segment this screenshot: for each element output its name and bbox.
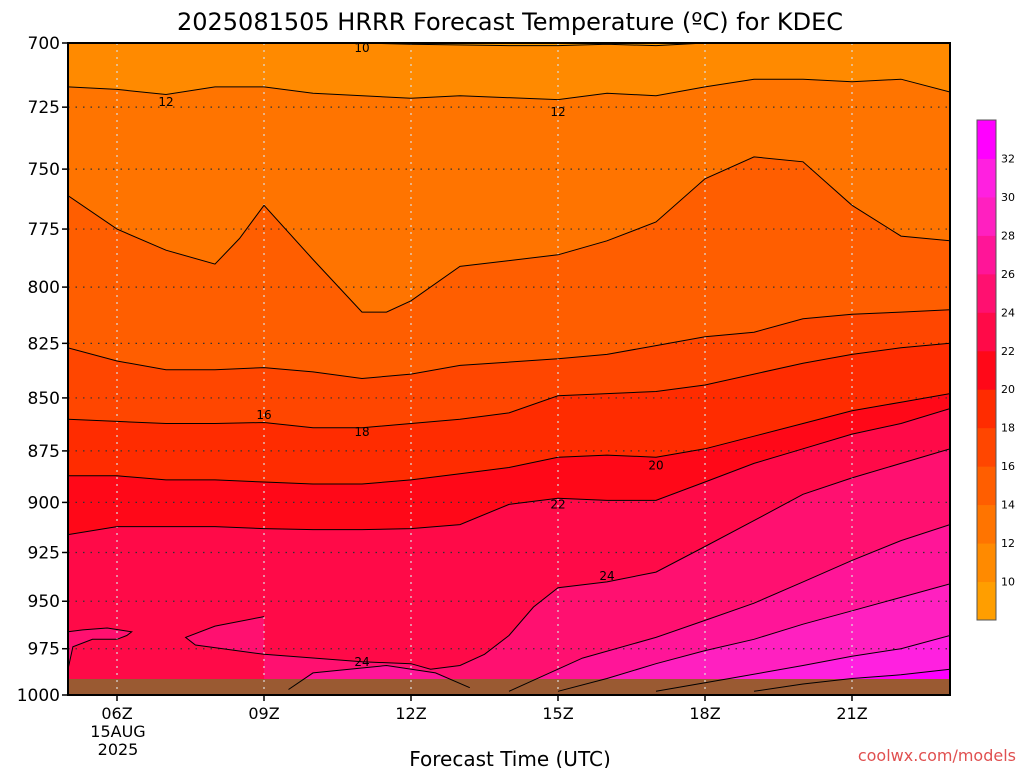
colorbar: 10 12 14 16 18 20 22 24 26 28 30 32 — [976, 119, 1015, 621]
y-axis: 700 725 750 775 800 825 850 875 900 925 950 975 1000 — [17, 34, 68, 706]
colorbar-swatch — [977, 504, 996, 544]
isotherm-22-6 — [68, 408, 950, 536]
isotherm-32-13 — [753, 668, 950, 692]
x-axis-label: Forecast Time (UTC) — [409, 747, 611, 768]
isotherm-16-3 — [68, 309, 950, 380]
colorbar-swatch — [977, 389, 996, 429]
y-tick-label: 825 — [28, 334, 60, 354]
y-tick-label: 950 — [28, 592, 60, 612]
y-tick-label: 800 — [28, 278, 60, 298]
plot-frame — [67, 42, 951, 696]
y-tick-label: 975 — [28, 640, 60, 660]
colorbar-swatch — [977, 350, 996, 390]
colorbar-tick-label: 22 — [1001, 345, 1015, 358]
fill-band-24-7 — [68, 628, 132, 670]
isotherm-20-5 — [68, 393, 950, 485]
x-tick-label: 09Z — [248, 704, 279, 723]
colorbar-swatch — [977, 427, 996, 467]
isotherm-28-11 — [557, 583, 950, 692]
temperature-fill-layer — [68, 43, 950, 695]
grid-lines — [68, 43, 950, 695]
y-tick-label: 750 — [28, 160, 60, 180]
isotherm-24-7 — [68, 627, 133, 670]
contour-label: 18 — [354, 425, 369, 439]
y-tick-label: 1000 — [17, 686, 60, 706]
x-year-label: 2025 — [98, 740, 139, 759]
colorbar-swatch — [977, 543, 996, 583]
isotherm-12-1 — [68, 78, 950, 101]
y-tick-label: 850 — [28, 389, 60, 409]
colorbar-tick-label: 16 — [1001, 460, 1015, 473]
y-tick-label: 875 — [28, 442, 60, 462]
isotherm-14-2 — [68, 156, 950, 313]
x-axis: 06Z 09Z 12Z 15Z 18Z 21Z — [101, 695, 868, 723]
contour-label: 22 — [550, 497, 565, 511]
contour-label: 12 — [550, 105, 565, 119]
site-credit: coolwx.com/models — [858, 746, 1016, 765]
colorbar-tick-label: 10 — [1001, 576, 1015, 589]
colorbar-tick-label: 20 — [1001, 383, 1015, 396]
contour-label: 24 — [354, 655, 369, 669]
isotherm-26-9 — [288, 664, 470, 690]
colorbar-swatch — [977, 312, 996, 352]
contour-label: 20 — [648, 458, 663, 472]
isotherm-24-8 — [184, 448, 950, 670]
isotherm-10-0 — [343, 43, 715, 47]
x-date-label: 15AUG — [90, 722, 145, 741]
colorbar-swatch — [977, 158, 996, 198]
colorbar-swatch — [977, 196, 996, 236]
isotherm-18-4 — [68, 342, 950, 429]
colorbar-tick-label: 26 — [1001, 268, 1015, 281]
colorbar-tick-label: 12 — [1001, 537, 1015, 550]
colorbar-swatch — [977, 273, 996, 313]
colorbar-swatch — [977, 235, 996, 275]
contour-label: 10 — [354, 41, 369, 55]
isotherm-26-10 — [508, 524, 950, 692]
contour-label: 12 — [158, 95, 173, 109]
y-tick-label: 725 — [28, 98, 60, 118]
colorbar-tick-label: 32 — [1001, 152, 1015, 165]
y-tick-label: 900 — [28, 493, 60, 513]
colorbar-swatch — [977, 581, 996, 621]
contour-labels: 10 12 12 16 18 20 22 24 24 — [158, 41, 663, 669]
colorbar-tick-label: 18 — [1001, 422, 1015, 435]
x-tick-label: 12Z — [395, 704, 426, 723]
y-tick-label: 925 — [28, 543, 60, 563]
x-tick-label: 15Z — [542, 704, 573, 723]
x-tick-label: 06Z — [101, 704, 132, 723]
contour-label: 16 — [256, 408, 271, 422]
chart-title: 2025081505 HRRR Forecast Temperature (ºC… — [177, 8, 843, 36]
colorbar-tick-label: 30 — [1001, 191, 1015, 204]
colorbar-tick-label: 28 — [1001, 229, 1015, 242]
x-tick-label: 21Z — [836, 704, 867, 723]
colorbar-swatch — [977, 466, 996, 506]
colorbar-swatch — [977, 120, 996, 159]
isotherm-lines — [68, 43, 950, 692]
y-tick-label: 700 — [28, 34, 60, 54]
below-ground-band — [68, 679, 950, 695]
x-tick-label: 18Z — [689, 704, 720, 723]
colorbar-tick-label: 14 — [1001, 499, 1015, 512]
y-tick-label: 775 — [28, 220, 60, 240]
colorbar-frame — [976, 119, 997, 621]
contour-label: 24 — [599, 569, 614, 583]
colorbar-tick-label: 24 — [1001, 306, 1015, 319]
isotherm-30-12 — [655, 635, 950, 692]
